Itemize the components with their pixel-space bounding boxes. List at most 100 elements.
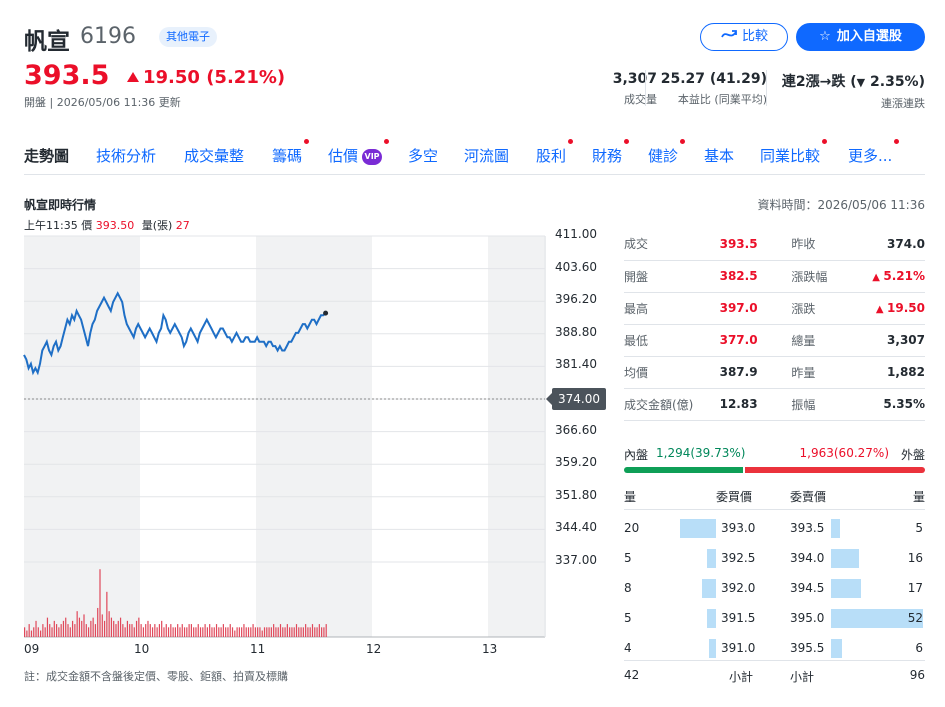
volume-bar xyxy=(231,627,234,637)
tab-valuation[interactable]: 估價 VIP xyxy=(328,139,390,166)
volume-bar xyxy=(193,627,195,637)
volume-bar xyxy=(289,627,291,637)
volume-bar xyxy=(316,627,318,637)
bid-price: 391.5 xyxy=(721,611,756,625)
volume-bar xyxy=(149,624,151,637)
tab-dividend[interactable]: 股利 xyxy=(536,139,574,166)
volume-bar xyxy=(126,620,129,637)
volume-bar xyxy=(122,624,124,637)
volume-bar xyxy=(236,627,238,637)
price-change-value: 19.50 (5.21%) xyxy=(143,67,286,88)
stat-value: 377.0 xyxy=(701,324,758,357)
y-tick-label: 359.20 xyxy=(555,455,597,470)
footnote: 註：成交金額不含盤後定價、零股、鉅額、拍賣及標購 xyxy=(24,670,288,683)
stat-text: 382.5 xyxy=(719,269,758,283)
down-triangle-icon: ▼ xyxy=(856,76,866,89)
compare-button[interactable]: 比較 xyxy=(700,23,788,51)
tab-peers[interactable]: 同業比較 xyxy=(760,139,828,166)
price-change: 19.50 (5.21%) xyxy=(127,67,285,88)
divider xyxy=(624,660,925,661)
volume-bar xyxy=(220,627,222,637)
bid-depth-bar xyxy=(680,519,716,538)
up-triangle-icon: ▲ xyxy=(875,304,888,315)
volume-bar xyxy=(174,627,176,637)
divider xyxy=(645,70,646,106)
bid-qty: 20 xyxy=(624,521,640,535)
volume-bar xyxy=(90,620,92,637)
stat-text: 19.50 xyxy=(887,301,925,315)
tab-trend[interactable]: 走勢圖 xyxy=(24,145,69,166)
hour-band xyxy=(256,236,372,637)
up-triangle-icon: ▲ xyxy=(872,272,884,283)
stat-value: ▲ 5.21% xyxy=(869,260,925,293)
inner-value: 1,294(39.73%) xyxy=(656,446,745,460)
hover-quote: 上午11:35 價 393.50 量(張) 27 xyxy=(24,217,190,233)
add-watchlist-button[interactable]: ☆ 加入自選股 xyxy=(796,23,925,51)
stat-value: 397.0 xyxy=(701,292,758,325)
watch-label: 加入自選股 xyxy=(836,29,902,44)
volume-bar xyxy=(183,627,186,637)
spacer xyxy=(757,324,792,357)
spacer xyxy=(757,356,792,389)
tab-health[interactable]: 健診 xyxy=(648,139,686,166)
y-tick-label: 381.40 xyxy=(555,357,597,372)
volume-bar xyxy=(101,614,103,637)
tab-longshort[interactable]: 多空 xyxy=(408,145,438,166)
quote-vol-label: 量(張) xyxy=(141,219,173,232)
notification-dot xyxy=(680,139,686,144)
volume-bar xyxy=(213,627,215,637)
stat-streak-value: 連2漲→跌 (▼ 2.35%) xyxy=(782,71,925,91)
outer-volume: 1,963 xyxy=(799,446,834,460)
volume-bar xyxy=(234,630,236,637)
bid-qty: 8 xyxy=(624,581,632,595)
bid-qty: 5 xyxy=(624,551,632,565)
tab-financial[interactable]: 財務 xyxy=(592,139,630,166)
volume-bar xyxy=(263,627,266,637)
volume-bar xyxy=(156,627,158,637)
volume-bar xyxy=(215,624,218,637)
volume-bar xyxy=(238,627,240,637)
outer-label: 外盤 xyxy=(900,448,925,462)
tab-trades[interactable]: 成交彙整 xyxy=(184,145,244,166)
stat-text: 5.21% xyxy=(883,269,925,283)
volume-bar xyxy=(204,624,206,637)
head-qty: 量 xyxy=(624,490,637,504)
volume-bar xyxy=(254,627,256,637)
stat-text: 387.9 xyxy=(719,365,758,379)
stats-row: 開盤 382.5 漲跌幅 ▲ 5.21% xyxy=(624,260,925,293)
bid-qty: 5 xyxy=(624,611,632,625)
section-title: 帆宣即時行情 xyxy=(24,198,97,212)
volume-bar xyxy=(138,617,140,637)
volume-bar xyxy=(135,620,138,637)
ask-subtotal-label: 小計 xyxy=(790,670,815,684)
bid-depth-bar xyxy=(708,639,716,658)
quote-price-label: 價 xyxy=(81,219,93,232)
stat-value: 12.83 xyxy=(701,388,758,421)
stat-text: 5.35% xyxy=(883,397,925,411)
tab-chips[interactable]: 籌碼 xyxy=(272,139,310,166)
industry-tag[interactable]: 其他電子 xyxy=(159,27,217,47)
volume-bar xyxy=(115,624,117,637)
stat-text: 振幅 xyxy=(791,397,816,412)
stat-text: 393.5 xyxy=(719,236,758,251)
volume-bar xyxy=(298,627,300,637)
tab-basic[interactable]: 基本 xyxy=(704,145,734,166)
volume-bar xyxy=(103,620,106,637)
inner-volume: 1,294 xyxy=(656,446,691,460)
bid-depth-bar xyxy=(707,549,716,568)
tab-river[interactable]: 河流圖 xyxy=(464,145,509,166)
inner-ratio-bar xyxy=(624,467,743,473)
tab-label: 籌碼 xyxy=(272,147,303,165)
volume-bar xyxy=(158,624,161,637)
volume-bar xyxy=(49,624,51,637)
bid-depth-bar xyxy=(701,579,716,598)
tab-more[interactable]: 更多... xyxy=(848,139,900,166)
tab-technical[interactable]: 技術分析 xyxy=(96,145,156,166)
bid-price: 393.0 xyxy=(721,521,756,535)
volume-bar xyxy=(39,630,42,637)
bid-price: 391.0 xyxy=(721,641,756,655)
volume-bar xyxy=(307,627,309,637)
notification-dot xyxy=(822,139,828,144)
volume-bar xyxy=(37,627,39,637)
